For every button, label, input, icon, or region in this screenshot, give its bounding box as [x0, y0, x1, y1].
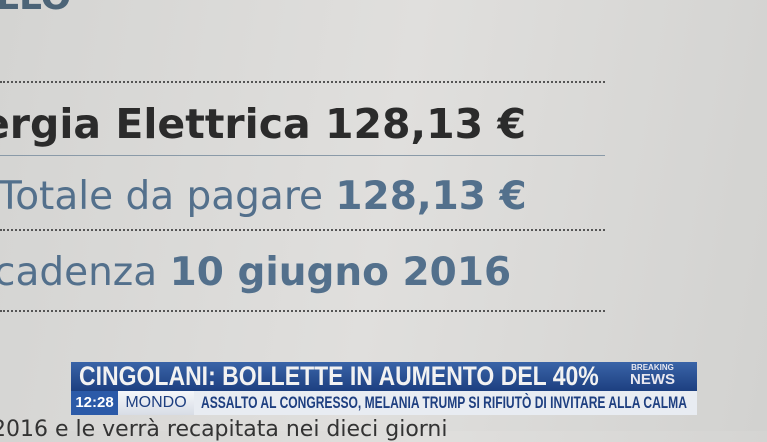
due-label: cadenza — [0, 250, 158, 295]
category-label: MONDO — [118, 391, 194, 415]
energy-amount: 128,13 € — [324, 100, 526, 148]
total-label: Totale da pagare — [0, 174, 324, 219]
news-crawl: ASSALTO AL CONGRESSO, MELANIA TRUMP SI R… — [201, 393, 687, 412]
breaking-news-badge: BREAKING NEWS — [630, 363, 675, 388]
energy-line: ergia Elettrica 128,13 € — [0, 100, 526, 148]
document-fragment-top: LLO — [0, 0, 71, 18]
dotted-divider — [0, 81, 605, 83]
news-ticker: CINGOLANI: BOLLETTE IN AUMENTO DEL 40% B… — [71, 362, 697, 415]
dotted-divider — [0, 229, 605, 231]
clock: 12:28 — [71, 391, 118, 415]
badge-top: BREAKING — [631, 363, 674, 372]
sub-ticker: 12:28 MONDO ASSALTO AL CONGRESSO, MELANI… — [71, 391, 697, 415]
headline-bar: CINGOLANI: BOLLETTE IN AUMENTO DEL 40% B… — [71, 362, 697, 391]
dotted-divider — [0, 310, 605, 312]
due-date: 10 giugno 2016 — [169, 250, 512, 295]
total-line: Totale da pagare 128,13 € — [0, 174, 527, 220]
due-date-line: cadenza 10 giugno 2016 — [0, 250, 511, 296]
document-fragment-bottom: 2016 e le verrà recapitata nei dieci gio… — [0, 417, 448, 442]
headline: CINGOLANI: BOLLETTE IN AUMENTO DEL 40% — [79, 361, 599, 391]
energy-label: ergia Elettrica — [0, 100, 311, 148]
solid-divider — [0, 155, 605, 156]
total-amount: 128,13 € — [335, 174, 527, 219]
badge-bottom: NEWS — [630, 371, 675, 388]
